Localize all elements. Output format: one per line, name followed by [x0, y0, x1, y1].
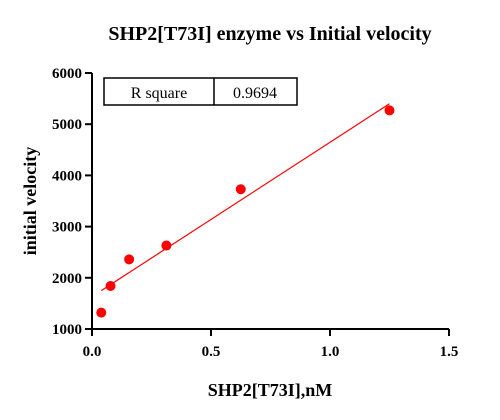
stats-value: 0.9694 [233, 85, 277, 102]
data-point [235, 184, 246, 195]
data-point [96, 307, 107, 318]
y-tick-label: 6000 [52, 66, 82, 82]
stats-table-border [103, 77, 298, 106]
y-tick-label: 1000 [52, 322, 82, 338]
y-axis-title: initial velocity [20, 147, 40, 255]
y-tick-label: 4000 [52, 168, 82, 184]
y-tick-label: 5000 [52, 117, 82, 133]
data-point [105, 280, 116, 291]
x-axis-title: SHP2[T73I],nM [208, 380, 333, 400]
x-tick-label: 0.0 [83, 344, 102, 360]
y-tick-label: 3000 [52, 220, 82, 236]
data-point [384, 105, 395, 116]
fit-line [100, 103, 390, 292]
y-tick-label: 2000 [52, 271, 82, 287]
x-axis-ticks: 0.0 0.5 1.0 1.5 [83, 329, 459, 360]
stats-label: R square [131, 85, 187, 102]
chart-title: SHP2[T73I] enzyme vs Initial velocity [108, 23, 431, 45]
x-tick-label: 1.0 [321, 344, 340, 360]
data-point [124, 254, 135, 265]
data-points [96, 105, 395, 318]
fit-line-group [100, 103, 390, 292]
x-tick-label: 1.5 [440, 344, 459, 360]
data-point [161, 240, 172, 251]
plot-area: 1000 2000 3000 4000 5000 6000 0.0 0.5 1.0 1.5 [52, 66, 458, 360]
stats-table: R square 0.9694 [103, 77, 298, 106]
x-tick-label: 0.5 [202, 344, 221, 360]
y-axis-ticks: 1000 2000 3000 4000 5000 6000 [52, 66, 92, 338]
